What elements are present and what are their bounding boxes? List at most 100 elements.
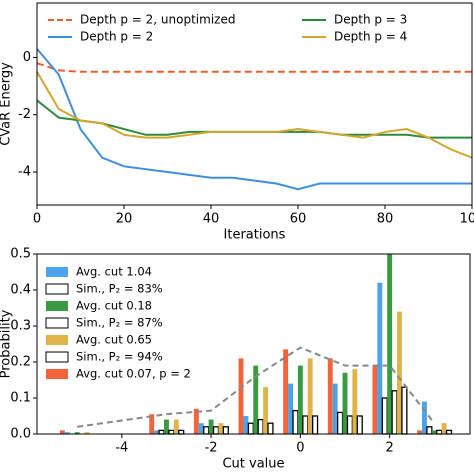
legend-label: Avg. cut 1.04 xyxy=(76,265,152,279)
bar xyxy=(342,372,348,434)
bar xyxy=(208,419,214,434)
bar xyxy=(173,419,179,434)
bar xyxy=(381,397,388,435)
bar xyxy=(356,415,363,435)
legend-swatch xyxy=(46,267,68,277)
bar xyxy=(292,409,299,435)
bar xyxy=(377,282,383,434)
bar xyxy=(441,423,447,434)
x-tick-label: 2 xyxy=(386,441,394,456)
bar xyxy=(426,426,433,435)
bar xyxy=(352,369,358,434)
legend-swatch xyxy=(45,283,69,295)
legend-label: Depth p = 4 xyxy=(334,30,407,44)
line-series xyxy=(36,48,472,191)
bar xyxy=(178,429,185,435)
bar xyxy=(253,365,259,434)
bar xyxy=(222,426,229,435)
y-tick-label: 0 xyxy=(23,50,31,65)
x-tick-label: 0 xyxy=(296,441,304,456)
x-axis-label: Iterations xyxy=(224,228,286,243)
bar xyxy=(163,419,169,434)
y-tick-label: 0.0 xyxy=(10,427,31,442)
bar xyxy=(391,390,398,435)
x-tick-label: -2 xyxy=(205,441,218,456)
bar xyxy=(417,430,423,434)
legend-swatch xyxy=(45,351,69,363)
bar xyxy=(431,430,437,434)
bar xyxy=(257,418,264,435)
bar xyxy=(212,426,220,435)
plot-frame xyxy=(36,2,473,206)
bar xyxy=(336,411,344,435)
y-tick-label: -2 xyxy=(18,107,31,122)
legend-label: Depth p = 3 xyxy=(334,13,407,27)
legend-label: Avg. cut 0.18 xyxy=(76,299,152,313)
bar xyxy=(247,422,254,435)
bar xyxy=(238,358,244,434)
legend-label: Sim., P₂ = 83% xyxy=(76,282,163,296)
legend: Avg. cut 1.04 Sim., P₂ = 83% Avg. cut 0.18… xyxy=(45,265,191,381)
legend-label: Avg. cut 0.65 xyxy=(76,333,152,347)
x-tick-label: 80 xyxy=(377,212,394,227)
legend-swatch xyxy=(46,301,68,311)
x-axis-label: Cut value xyxy=(222,457,284,472)
bar xyxy=(401,386,408,435)
x-tick-label: 60 xyxy=(290,212,307,227)
bar xyxy=(283,349,289,434)
legend-swatch xyxy=(46,369,68,379)
bar xyxy=(387,254,393,434)
bar xyxy=(397,311,402,434)
plot-frame xyxy=(36,253,471,435)
x-tick-label: 0 xyxy=(33,212,41,227)
legend-label: Depth p = 2 xyxy=(80,30,153,44)
x-tick-label: 40 xyxy=(203,212,220,227)
y-axis-label: CVaR Energy xyxy=(0,62,14,146)
bar xyxy=(59,430,65,434)
bar xyxy=(288,383,294,434)
bar xyxy=(158,429,165,435)
bar xyxy=(149,414,155,434)
bar xyxy=(193,408,199,434)
y-tick-label: 0.2 xyxy=(10,355,31,370)
bar xyxy=(307,358,313,434)
bar xyxy=(84,432,90,434)
bar xyxy=(168,429,175,435)
bar xyxy=(243,416,249,434)
bar xyxy=(346,415,354,435)
bar xyxy=(198,423,204,434)
bar xyxy=(332,383,338,434)
legend-label: Sim., P₂ = 87% xyxy=(76,316,163,330)
legend-swatch xyxy=(45,317,69,329)
legend-label: Avg. cut 0.07, p = 2 xyxy=(76,367,191,381)
bar xyxy=(154,430,160,434)
x-tick-label: 100 xyxy=(460,212,474,227)
bar xyxy=(267,422,274,435)
bar xyxy=(263,387,269,434)
y-axis-label: Probability xyxy=(0,309,14,378)
y-tick-label: 0.3 xyxy=(10,319,31,334)
bar xyxy=(372,365,378,434)
x-tick-label: 20 xyxy=(116,212,133,227)
bar xyxy=(64,432,70,434)
bar xyxy=(297,365,303,434)
bar xyxy=(436,429,443,435)
y-tick-label: -4 xyxy=(18,165,31,180)
bar xyxy=(327,358,333,434)
bar xyxy=(445,429,453,435)
y-tick-label: 0.1 xyxy=(10,391,31,406)
legend-label: Depth p = 2, unoptimized xyxy=(80,13,235,27)
bar xyxy=(74,432,80,434)
y-tick-label: 0.5 xyxy=(10,247,31,262)
line-series xyxy=(36,71,473,159)
bar xyxy=(203,426,210,435)
y-tick-label: 0.4 xyxy=(10,283,31,298)
line-series xyxy=(36,62,472,73)
legend-swatch xyxy=(46,335,68,345)
bar xyxy=(311,415,319,435)
bar xyxy=(302,415,309,435)
x-tick-label: -4 xyxy=(115,441,128,456)
bar xyxy=(218,423,224,434)
bar xyxy=(422,401,427,434)
